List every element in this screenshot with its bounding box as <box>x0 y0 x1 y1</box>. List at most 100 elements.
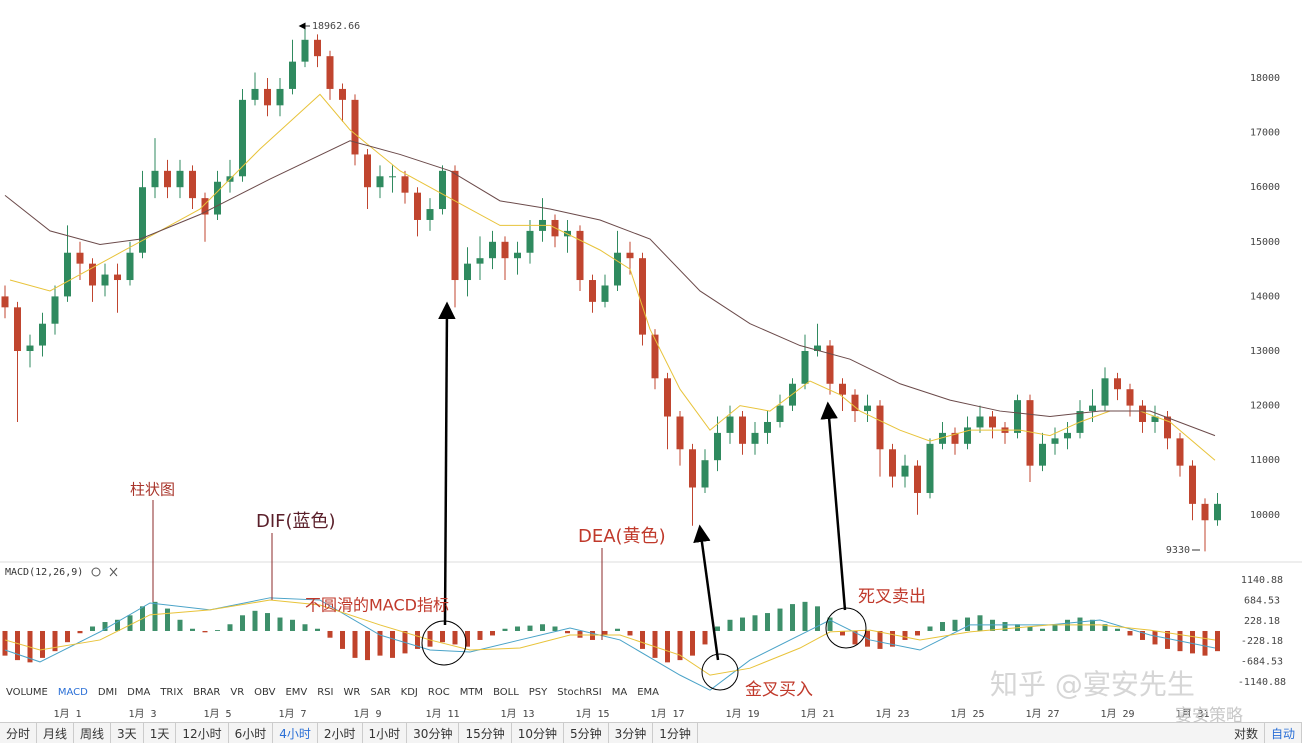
indicator-tab[interactable]: BRAR <box>193 687 221 698</box>
x-tick-label: 1月 25 <box>950 708 984 720</box>
candle-body <box>876 405 884 450</box>
indicator-tab[interactable]: EMA <box>637 687 659 698</box>
indicator-tab[interactable]: PSY <box>528 687 548 698</box>
candle-body <box>1126 389 1134 406</box>
candle-body <box>14 307 21 352</box>
macd-bar <box>165 608 170 631</box>
close-icon[interactable] <box>109 567 118 577</box>
macd-bar <box>802 601 808 631</box>
candle-body <box>676 416 684 450</box>
macd-bar <box>240 615 245 631</box>
macd-bar <box>377 630 383 656</box>
indicator-tab[interactable]: OBV <box>254 687 276 698</box>
indicator-tab[interactable]: MA <box>611 687 628 698</box>
period-button[interactable]: 10分钟 <box>512 723 565 743</box>
indicator-tab[interactable]: WR <box>343 687 361 698</box>
settings-icon[interactable] <box>91 567 101 577</box>
candle-body <box>1189 465 1196 504</box>
macd-bar <box>502 628 508 631</box>
x-tick-label: 1月 29 <box>1100 708 1134 720</box>
candle-body <box>101 274 109 286</box>
candle-body <box>201 198 209 215</box>
candle-body <box>64 252 71 297</box>
indicator-tab[interactable]: StochRSI <box>557 687 602 698</box>
period-button[interactable]: 6小时 <box>229 723 274 743</box>
indicator-tab[interactable]: MTM <box>459 687 484 698</box>
indicator-tab[interactable]: VOLUME <box>6 687 48 698</box>
y-tick-label: 15000 <box>1250 237 1280 248</box>
period-button[interactable]: 周线 <box>74 723 112 743</box>
period-button[interactable]: 4小时 <box>273 723 318 743</box>
candle-body <box>489 241 496 259</box>
annotation: 金叉买入 <box>745 680 813 700</box>
indicator-tab[interactable]: DMI <box>97 687 118 698</box>
indicator-tab[interactable]: VR <box>230 687 245 698</box>
candle-body <box>601 285 609 302</box>
indicator-tab[interactable]: TRIX <box>160 687 184 698</box>
dea-line <box>4 599 1216 676</box>
period-button[interactable]: 1分钟 <box>653 723 698 743</box>
y-tick-label: 10000 <box>1250 510 1280 521</box>
indicator-tab[interactable]: MACD <box>57 687 88 698</box>
candle-body <box>1089 405 1096 412</box>
macd-bar <box>290 619 295 631</box>
period-button[interactable]: 1小时 <box>363 723 408 743</box>
y-tick-label: 228.18 <box>1244 616 1280 627</box>
candle-body <box>1064 432 1071 439</box>
macd-bar <box>965 617 970 631</box>
candle-body <box>1114 378 1121 390</box>
macd-bar <box>1077 617 1083 631</box>
macd-bar <box>540 624 545 631</box>
spacer <box>698 723 1228 743</box>
candle-body <box>1214 503 1221 521</box>
period-button[interactable]: 月线 <box>37 723 75 743</box>
candle-body <box>1051 438 1059 444</box>
circle <box>825 607 867 649</box>
indicator-tab[interactable]: DMA <box>127 687 151 698</box>
candle-body <box>639 258 646 335</box>
y-tick-label: 14000 <box>1250 291 1280 302</box>
x-tick-label: 1月 5 <box>203 708 231 720</box>
candle-body <box>901 465 909 477</box>
macd-bar <box>1190 630 1195 654</box>
indicator-tab[interactable]: EMV <box>285 687 308 698</box>
period-button[interactable]: 12小时 <box>176 723 229 743</box>
macd-bar <box>477 630 483 640</box>
x-tick-label: 1月 19 <box>725 708 759 720</box>
period-button[interactable]: 3天 <box>111 723 144 743</box>
period-button[interactable]: 15分钟 <box>459 723 512 743</box>
candle-body <box>989 416 996 428</box>
macd-bar <box>227 624 233 631</box>
candle-body <box>339 88 346 100</box>
indicator-tab[interactable]: SAR <box>370 687 391 698</box>
candle-body <box>801 351 809 384</box>
period-button[interactable]: 1天 <box>144 723 177 743</box>
x-tick-label: 1月 27 <box>1025 708 1059 720</box>
x-tick-label: 1月 15 <box>575 708 609 720</box>
indicator-tab[interactable]: BOLL <box>493 687 519 698</box>
indicator-tab[interactable]: RSI <box>317 687 334 698</box>
arrow <box>693 524 720 661</box>
y-tick-label: 11000 <box>1250 455 1280 466</box>
macd-bar <box>252 610 258 631</box>
indicator-tab[interactable]: KDJ <box>400 687 418 698</box>
macd-bar <box>1202 630 1208 656</box>
period-button[interactable]: 5分钟 <box>564 723 609 743</box>
candle-body <box>126 252 134 281</box>
candle-body <box>39 323 46 346</box>
candle-body <box>939 432 946 444</box>
period-button[interactable]: 3分钟 <box>609 723 654 743</box>
candle-body <box>251 88 259 100</box>
candle-body <box>426 209 434 220</box>
period-button[interactable]: 30分钟 <box>407 723 460 743</box>
x-tick-label: 1月 7 <box>278 708 306 720</box>
period-button[interactable]: 2小时 <box>318 723 363 743</box>
macd-bar <box>1102 624 1108 631</box>
macd-bar <box>840 630 845 636</box>
annotation: DEA(黄色) <box>578 526 666 547</box>
period-button[interactable]: 分时 <box>0 723 38 743</box>
scale-button[interactable]: 自动 <box>1265 723 1302 743</box>
indicator-tab[interactable]: ROC <box>427 687 450 698</box>
scale-button[interactable]: 对数 <box>1228 723 1265 743</box>
